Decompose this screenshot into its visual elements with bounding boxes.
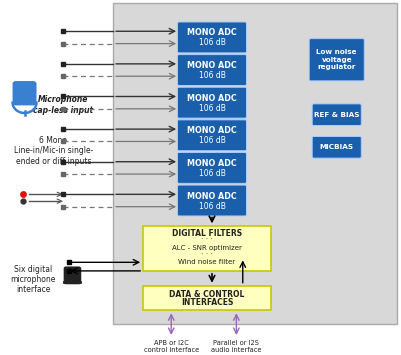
Text: INTERFACES: INTERFACES [180, 297, 233, 307]
Text: MONO ADC: MONO ADC [186, 94, 236, 103]
Text: MONO ADC: MONO ADC [186, 61, 236, 70]
FancyBboxPatch shape [312, 104, 360, 126]
FancyBboxPatch shape [177, 185, 246, 216]
Text: Low noise
voltage
regulator: Low noise voltage regulator [316, 49, 356, 70]
Text: 106 dB: 106 dB [198, 71, 225, 80]
Text: MONO ADC: MONO ADC [186, 192, 236, 201]
Text: DATA & CONTROL: DATA & CONTROL [169, 290, 244, 299]
FancyBboxPatch shape [177, 152, 246, 183]
Text: Parallel or I2S
audio interface: Parallel or I2S audio interface [211, 340, 261, 353]
FancyBboxPatch shape [177, 87, 246, 118]
Text: 106 dB: 106 dB [198, 38, 225, 48]
Bar [113, 3, 396, 324]
FancyBboxPatch shape [177, 120, 246, 151]
FancyBboxPatch shape [177, 22, 246, 53]
Text: · · ·: · · · [200, 235, 213, 245]
Text: REF & BIAS: REF & BIAS [313, 112, 358, 118]
Bar [143, 286, 270, 310]
Text: MONO ADC: MONO ADC [186, 159, 236, 168]
FancyBboxPatch shape [177, 55, 246, 86]
Text: Six digital
microphone
interface: Six digital microphone interface [10, 264, 56, 294]
Text: 106 dB: 106 dB [198, 104, 225, 113]
Text: MONO ADC: MONO ADC [186, 28, 236, 38]
Text: MONO ADC: MONO ADC [186, 126, 236, 135]
Text: APB or I2C
control interface: APB or I2C control interface [143, 340, 198, 353]
FancyBboxPatch shape [63, 267, 81, 284]
Text: Wind noise filter: Wind noise filter [178, 259, 235, 265]
Text: ALC - SNR optimizer: ALC - SNR optimizer [172, 245, 241, 251]
Text: 106 dB: 106 dB [198, 136, 225, 145]
Text: 106 dB: 106 dB [198, 202, 225, 211]
Bar [143, 226, 270, 271]
FancyBboxPatch shape [308, 39, 363, 81]
Text: Microphone
cap-less input: Microphone cap-less input [33, 95, 93, 115]
Text: DIGITAL FILTERS: DIGITAL FILTERS [172, 229, 241, 237]
FancyBboxPatch shape [312, 136, 360, 158]
Text: 106 dB: 106 dB [198, 169, 225, 178]
Text: · · ·: · · · [200, 250, 213, 259]
Text: 6 Mono
Line-in/Mic-in single-
ended or diff inputs: 6 Mono Line-in/Mic-in single- ended or d… [14, 136, 93, 166]
Text: MICBIAS: MICBIAS [319, 144, 353, 150]
FancyBboxPatch shape [12, 81, 36, 105]
